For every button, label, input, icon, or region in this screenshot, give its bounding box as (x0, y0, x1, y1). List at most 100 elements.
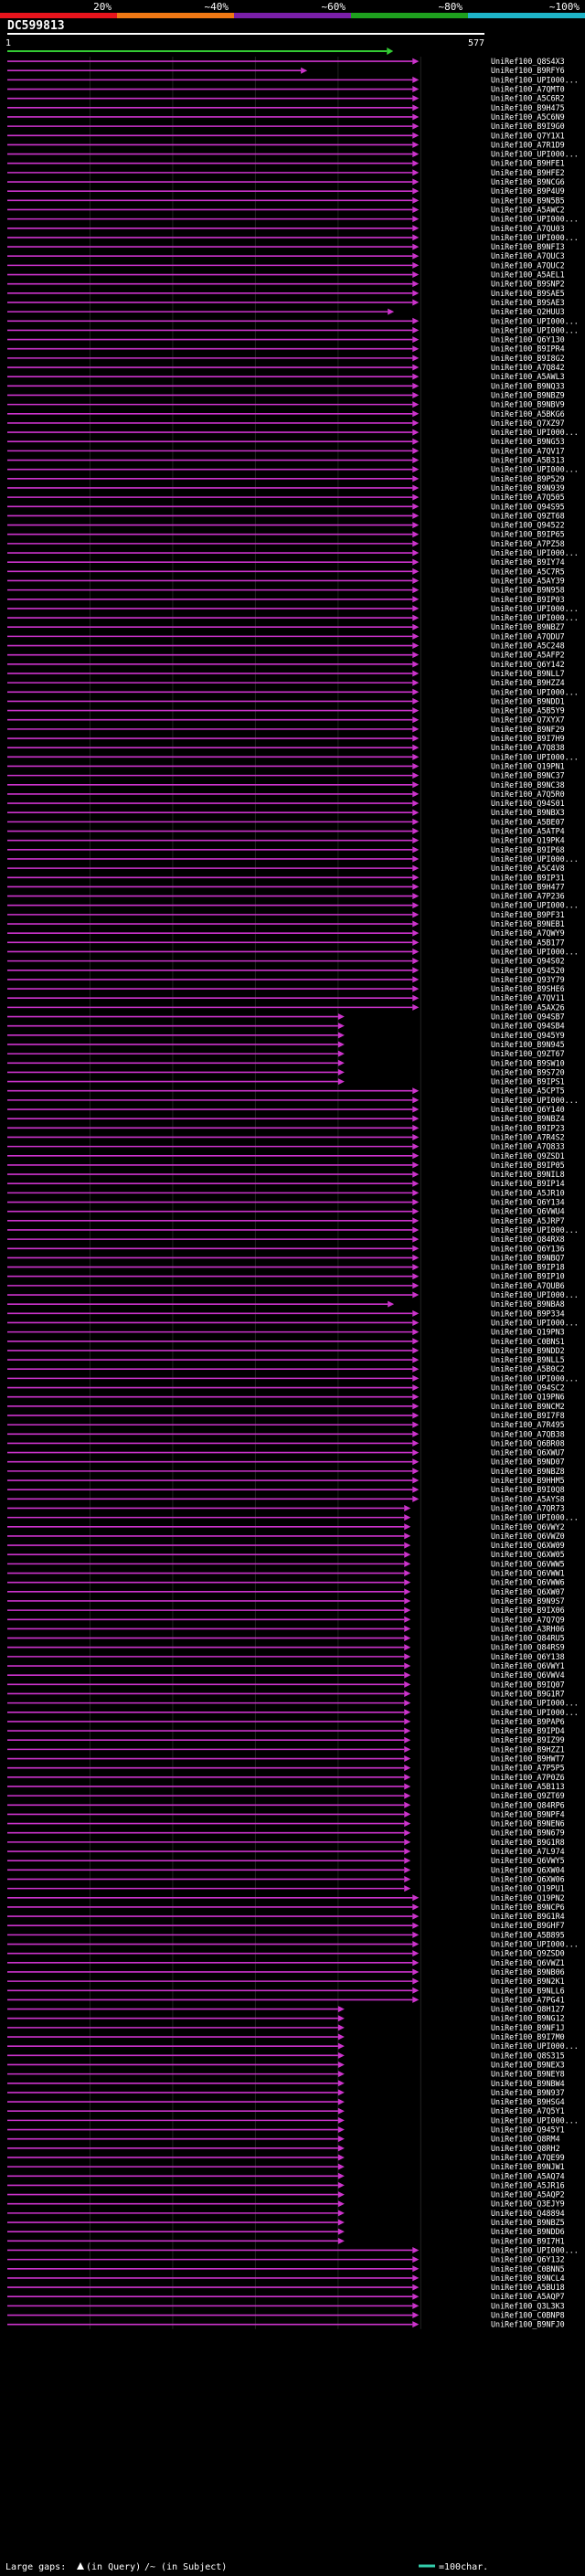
hit-row: UniRef100_Q6VWU4 (7, 1207, 565, 1216)
hit-label: UniRef100_B9P529 (491, 474, 565, 483)
hit-arrow (412, 326, 420, 334)
hit-label: UniRef100_B9NPF4 (491, 1809, 565, 1818)
axis-start-label: 1 (5, 38, 11, 48)
hit-arrow (404, 1504, 411, 1511)
hit-arrow (412, 1133, 420, 1140)
hit-arrow (412, 160, 420, 167)
hit-arrow (412, 985, 420, 992)
hit-label: UniRef100_B9IP65 (491, 530, 565, 539)
hit-arrow (337, 1059, 345, 1066)
hit-arrow (412, 902, 420, 909)
hit-row: UniRef100_Q6VWY1 (7, 1661, 565, 1670)
hit-label: UniRef100_UPI000... (491, 1708, 579, 1717)
hit-label: UniRef100_UPI000... (491, 325, 579, 334)
hit-arrow (412, 1922, 420, 1929)
hit-arrow (337, 2210, 345, 2217)
hit-row: UniRef100_B9SNP2 (7, 280, 565, 289)
hit-row: UniRef100_C0BNP8 (7, 2311, 565, 2320)
hit-arrow (337, 2051, 345, 2059)
hit-label: UniRef100_A7R495 (491, 1420, 565, 1429)
hit-row: UniRef100_A7QV11 (7, 993, 565, 1002)
hit-row: UniRef100_Q19PN1 (7, 761, 565, 770)
hit-row: UniRef100_A5C248 (7, 641, 565, 651)
hit-row: UniRef100_A7PZ58 (7, 539, 565, 548)
hit-label: UniRef100_Q9ZT68 (491, 511, 565, 520)
hit-arrow (412, 1199, 420, 1206)
hit-row: UniRef100_B9IP05 (7, 1161, 565, 1170)
hit-label: UniRef100_Q8RM4 (491, 2135, 560, 2144)
hit-label: UniRef100_C0BNS1 (491, 1337, 565, 1346)
hit-arrow (412, 447, 420, 454)
hit-label: UniRef100_A7QE99 (491, 2153, 565, 2162)
hit-row: UniRef100_B9NJW1 (7, 2162, 565, 2171)
hit-arrow (412, 735, 420, 742)
hit-row: UniRef100_A7P0Z6 (7, 1773, 565, 1782)
hit-label: UniRef100_Q6XW04 (491, 1865, 565, 1874)
hit-label: UniRef100_Q6XW05 (491, 1550, 565, 1559)
hit-label: UniRef100_Q94S01 (491, 799, 565, 808)
hit-row: UniRef100_B9IP18 (7, 1263, 565, 1272)
hit-arrow (404, 1700, 411, 1707)
hit-label: UniRef100_A5AYS8 (491, 1494, 565, 1503)
hit-row: UniRef100_A5JRP7 (7, 1216, 565, 1225)
hit-row: UniRef100_Q6VWY5 (7, 1856, 565, 1865)
hit-label: UniRef100_B9NEN6 (491, 1819, 565, 1829)
hit-label: UniRef100_B9IP14 (491, 1179, 565, 1188)
hit-row: UniRef100_Q6XW04 (7, 1865, 565, 1874)
hit-label: UniRef100_Q6VWY5 (491, 1856, 565, 1865)
hit-arrow (412, 2274, 420, 2282)
hit-arrow (412, 252, 420, 260)
hit-label: UniRef100_B9SHE6 (491, 984, 565, 993)
hit-row: UniRef100_A5AQP7 (7, 2292, 565, 2301)
hit-label: UniRef100_A7Q5Y1 (491, 2106, 565, 2115)
hit-arrow (404, 1857, 411, 1864)
hit-arrow (404, 1625, 411, 1632)
hit-row: UniRef100_Q6XW05 (7, 1550, 565, 1559)
hit-label: UniRef100_A7QB38 (491, 1429, 565, 1438)
hit-arrow (412, 1245, 420, 1252)
hit-label: UniRef100_B9NBZ4 (491, 1114, 565, 1123)
hit-arrow (412, 243, 420, 250)
hit-arrow (412, 1282, 420, 1289)
hit-arrow (412, 1449, 420, 1457)
hit-label: UniRef100_B9P4U9 (491, 186, 565, 196)
hit-label: UniRef100_B9NBZ7 (491, 622, 565, 631)
hit-row: UniRef100_UPI000... (7, 548, 579, 557)
hit-row: UniRef100_B9NFI3 (7, 242, 565, 251)
hit-row: UniRef100_B9SW10 (7, 1058, 565, 1067)
hit-row: UniRef100_A5JR16 (7, 2180, 565, 2189)
hit-row: UniRef100_A7Q5R0 (7, 790, 565, 799)
hit-row: UniRef100_UPI000... (7, 75, 579, 84)
hit-row: UniRef100_B9IX06 (7, 1606, 565, 1615)
hit-label: UniRef100_B9NIL8 (491, 1170, 565, 1179)
hit-label: UniRef100_B9IP18 (491, 1263, 565, 1272)
hit-label: UniRef100_Q6XW09 (491, 1541, 565, 1550)
hit-row: UniRef100_B9NF1J (7, 2023, 565, 2032)
hit-label: UniRef100_A7P236 (491, 892, 565, 901)
hit-row: UniRef100_B9NCM2 (7, 1402, 565, 1411)
hit-arrow (337, 2024, 345, 2031)
hit-label: UniRef100_B9N945 (491, 1040, 565, 1049)
hit-label: UniRef100_A7Q505 (491, 493, 565, 502)
hit-label: UniRef100_Q6VWW5 (491, 1559, 565, 1568)
hit-arrow (412, 113, 420, 121)
hit-row: UniRef100_A7QB38 (7, 1429, 565, 1438)
hit-arrow (412, 493, 420, 501)
hit-row: UniRef100_B9NLL7 (7, 669, 565, 678)
hit-arrow (337, 2163, 345, 2170)
hit-row: UniRef100_B9G1R7 (7, 1689, 565, 1698)
hit-label: UniRef100_B9NBZ9 (491, 390, 565, 399)
hit-label: UniRef100_B9HFE2 (491, 168, 565, 177)
hit-arrow (412, 1161, 420, 1169)
hit-label: UniRef100_B9NB06 (491, 1967, 565, 1977)
hit-row: UniRef100_Q6XW06 (7, 1874, 565, 1883)
hit-row: UniRef100_B9HFE2 (7, 168, 565, 177)
hit-label: UniRef100_B9H475 (491, 103, 565, 112)
hit-row: UniRef100_B9N945 (7, 1040, 565, 1049)
hit-row: UniRef100_A5BU18 (7, 2283, 565, 2292)
hit-arrow (412, 401, 420, 408)
hit-arrow (337, 2071, 345, 2078)
hit-arrow (412, 809, 420, 816)
hit-arrow (404, 1848, 411, 1855)
